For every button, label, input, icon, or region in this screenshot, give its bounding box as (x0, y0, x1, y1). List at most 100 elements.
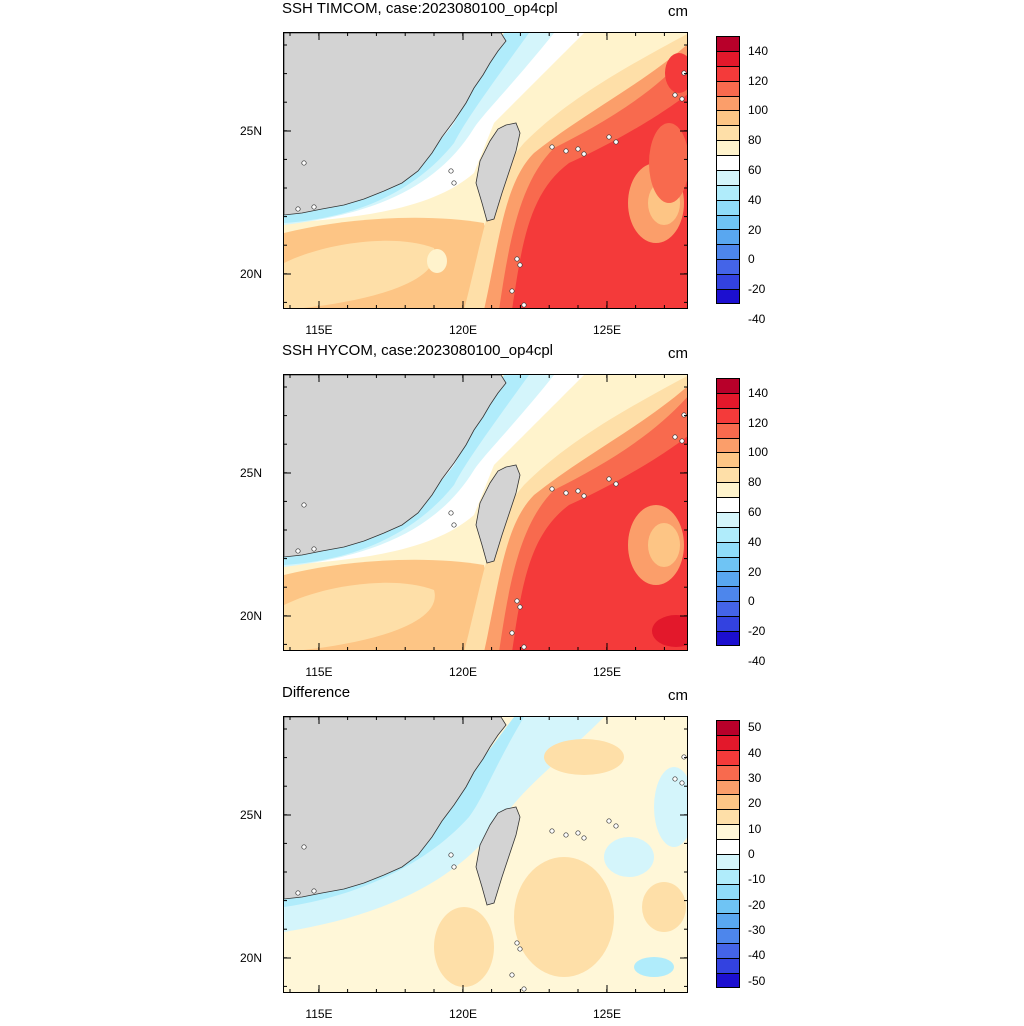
colorbar-swatch (716, 36, 740, 51)
small-island (311, 546, 317, 552)
small-island (681, 412, 687, 418)
colorbar-swatch (716, 199, 740, 215)
scs-eddy (427, 249, 447, 273)
colorbar-label: 80 (748, 475, 762, 490)
map-panel-diff: Difference cm 25N 20N 115E 120E 125E 50 4… (0, 684, 1024, 1026)
colorbar-swatch (716, 809, 740, 825)
diff-coastal-light (284, 717, 604, 932)
small-island (613, 481, 619, 487)
x-tick-label: 115E (305, 323, 333, 337)
colorbar-swatch (716, 407, 740, 423)
small-island (563, 148, 569, 154)
ssh-map (283, 716, 688, 993)
panel-title: SSH TIMCOM, case:2023080100_op4cpl (282, 0, 558, 17)
colorbar-swatch (716, 779, 740, 795)
x-tick-label: 120E (448, 1007, 478, 1021)
small-island (451, 180, 457, 186)
colorbar-swatch (716, 378, 740, 393)
taiwan-island (475, 464, 521, 564)
shelf-blue (284, 33, 529, 223)
colorbar-label: -40 (748, 948, 766, 963)
colorbar-swatch (716, 184, 740, 200)
axis-ticks (283, 374, 688, 651)
colorbar-swatch (716, 630, 740, 646)
colorbar-swatch (716, 720, 740, 735)
colorbar-swatch (716, 913, 740, 929)
axis-ticks (283, 32, 688, 309)
colorbar-swatch (716, 556, 740, 572)
colorbar-swatch (716, 467, 740, 483)
colorbar-swatch (716, 65, 740, 81)
colorbar-swatch (716, 155, 740, 170)
colorbar-label: 10 (748, 821, 762, 836)
small-island (514, 598, 520, 604)
diff-pos-b (514, 857, 614, 977)
diff-pos-a (544, 739, 624, 775)
colorbar-swatch (716, 452, 740, 468)
mainland-china (284, 717, 507, 900)
colorbar-swatch (716, 883, 740, 899)
colorbar-swatch (716, 140, 740, 155)
diff-neg-a (604, 837, 654, 877)
shelf-blue (284, 375, 529, 565)
colorbar-label: 100 (748, 445, 769, 460)
colorbar-swatch (716, 868, 740, 884)
small-island (549, 486, 555, 492)
small-island (517, 604, 523, 610)
colorbar-swatch (716, 853, 740, 869)
colorbar-swatch (716, 839, 740, 854)
colorbar-swatch (716, 392, 740, 408)
y-tick-label: 25N (240, 124, 263, 138)
colorbar-swatch (716, 928, 740, 944)
colorbar-label: 20 (748, 564, 762, 579)
y-tick-label: 25N (240, 466, 263, 480)
colorbar-swatch (716, 169, 740, 185)
small-island (679, 438, 685, 444)
colorbar-swatch (716, 616, 740, 631)
small-island (451, 522, 457, 528)
colorbar-label: 40 (748, 745, 762, 760)
panel-title: SSH HYCOM, case:2023080100_op4cpl (282, 342, 553, 359)
colorbar-label: -40 (748, 311, 766, 326)
colorbar-label: 140 (748, 385, 769, 400)
ssh-field (284, 375, 687, 650)
x-tick-label: 125E (592, 323, 622, 337)
map-panel-hycom: SSH HYCOM, case:2023080100_op4cpl cm 25N… (0, 342, 1024, 684)
colorbar-swatch (716, 898, 740, 914)
colorbar-swatch (716, 229, 740, 245)
colorbar-label: 0 (748, 847, 755, 861)
colorbar-swatch (716, 482, 740, 497)
taiwan-island (475, 806, 521, 906)
small-island (672, 434, 678, 440)
small-island (295, 206, 301, 212)
small-island (575, 146, 581, 152)
small-island (575, 830, 581, 836)
colorbar-swatch (716, 601, 740, 616)
small-island (613, 823, 619, 829)
east-peak (652, 615, 687, 647)
small-island (514, 940, 520, 946)
colorbar (716, 720, 740, 988)
x-tick-label: 115E (305, 1007, 333, 1021)
colorbar-label: 120 (748, 73, 769, 88)
small-island (521, 986, 527, 992)
small-island (517, 262, 523, 268)
small-island (448, 852, 454, 858)
small-island (549, 828, 555, 834)
small-island (563, 832, 569, 838)
small-island (679, 780, 685, 786)
colorbar-swatch (716, 824, 740, 839)
colorbar-label: -10 (748, 872, 766, 887)
scs-light (284, 240, 435, 308)
colorbar (716, 378, 740, 646)
small-island (521, 302, 527, 308)
east-red (512, 436, 687, 650)
colorbar-swatch (716, 125, 740, 141)
map-panel-timcom: SSH TIMCOM, case:2023080100_op4cpl cm 25… (0, 0, 1024, 342)
small-island (509, 288, 515, 294)
y-tick-label: 20N (240, 951, 263, 965)
ssh-field (284, 717, 687, 992)
colorbar-swatch (716, 511, 740, 527)
east-red (512, 94, 687, 308)
colorbar-swatch (716, 50, 740, 66)
